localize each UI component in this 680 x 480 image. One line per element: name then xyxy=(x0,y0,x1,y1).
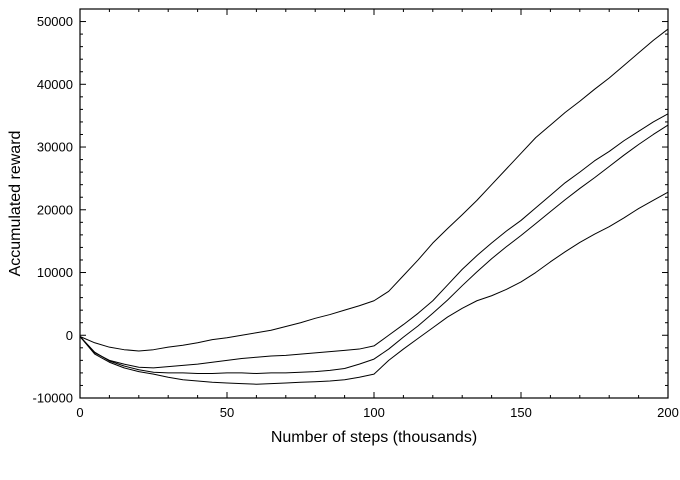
series-line-1 xyxy=(79,28,669,352)
x-tick-label: 100 xyxy=(363,405,385,420)
series-line-4 xyxy=(79,191,669,385)
series-line-3 xyxy=(79,124,669,375)
x-tick-label: 0 xyxy=(76,405,83,420)
series-line-2 xyxy=(79,113,669,369)
y-tick-label: 40000 xyxy=(37,77,73,92)
series-layer xyxy=(79,28,669,385)
x-tick-label: 200 xyxy=(657,405,679,420)
x-tick-label: 150 xyxy=(510,405,532,420)
y-tick-label: 30000 xyxy=(37,140,73,155)
plot-frame xyxy=(79,8,669,399)
y-axis-label: Accumulated reward xyxy=(7,131,24,277)
y-tick-label: 50000 xyxy=(37,14,73,29)
x-axis-label: Number of steps (thousands) xyxy=(271,429,477,446)
x-tick-label: 50 xyxy=(220,405,234,420)
y-tick-label: 20000 xyxy=(37,202,73,217)
y-tick-label: -10000 xyxy=(33,391,73,406)
axes-layer: 0 50 100 150 200-100000100002000030000400005… xyxy=(33,8,679,420)
y-tick-label: 0 xyxy=(66,328,73,343)
y-tick-label: 10000 xyxy=(37,265,73,280)
